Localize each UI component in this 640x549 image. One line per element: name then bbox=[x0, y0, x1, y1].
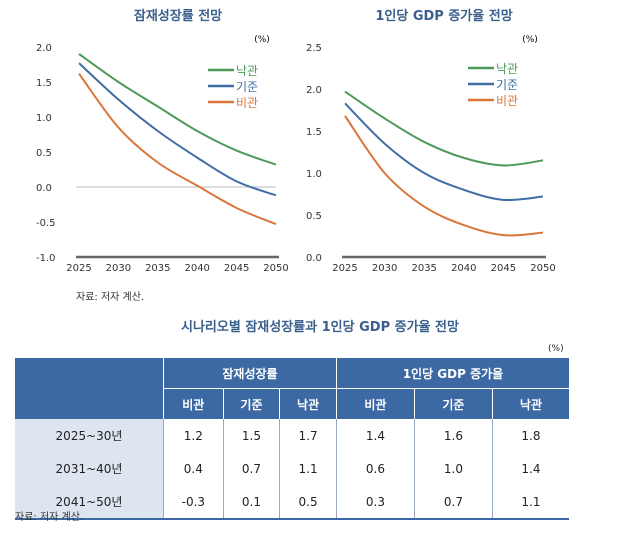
y-tick-label: 2.0 bbox=[36, 43, 52, 54]
scenario-table: 잠재성장률 1인당 GDP 증가율 비관 기준 낙관 비관 기준 낙관 2025~30년 1… bbox=[15, 357, 569, 520]
y-tick-label: 1.0 bbox=[306, 169, 322, 180]
table-cell: 1.7 bbox=[279, 419, 337, 452]
table-unit: (%) bbox=[548, 344, 564, 354]
table-cell: 1.4 bbox=[335, 419, 415, 452]
table-title: 시나리오별 잠재성장률과 1인당 GDP 증가율 전망 bbox=[181, 320, 459, 335]
unit-label: (%) bbox=[254, 35, 270, 45]
chart-source: 자료: 저자 계산. bbox=[76, 292, 145, 303]
table-cell: -0.3 bbox=[163, 485, 224, 520]
table-cell: 1.6 bbox=[413, 419, 493, 452]
series-line-1 bbox=[344, 90, 544, 167]
y-tick-label: 1.5 bbox=[36, 78, 52, 89]
x-tick-label: 2050 bbox=[530, 263, 555, 274]
x-tick-label: 2035 bbox=[411, 263, 436, 274]
x-tick-label: 2050 bbox=[263, 263, 288, 274]
y-tick-label: 0.5 bbox=[306, 211, 322, 222]
table-source: 자료: 저자 계산. bbox=[15, 512, 84, 523]
table-cell: 0.3 bbox=[335, 485, 415, 520]
y-tick-label: 0.0 bbox=[306, 253, 322, 264]
table-cell: 1.0 bbox=[413, 452, 493, 485]
row-label: 2025~30년 bbox=[15, 419, 164, 452]
x-tick-label: 2035 bbox=[145, 263, 170, 274]
series-line-2 bbox=[344, 102, 544, 202]
x-tick-label: 2025 bbox=[66, 263, 91, 274]
y-tick-label: 2.5 bbox=[306, 43, 322, 54]
chart-title: 1인당 GDP 증가율 전망 bbox=[375, 8, 512, 24]
table-cell: 1.4 bbox=[491, 452, 569, 485]
legend-label: 낙관 bbox=[236, 64, 258, 78]
legend-label: 비관 bbox=[236, 96, 258, 110]
sub-header: 기준 bbox=[413, 388, 493, 419]
x-tick-label: 2045 bbox=[224, 263, 249, 274]
x-tick-label: 2025 bbox=[332, 263, 357, 274]
sub-header: 비관 bbox=[163, 388, 224, 419]
table-cell: 0.4 bbox=[163, 452, 224, 485]
series-line-2 bbox=[78, 62, 277, 197]
x-tick-label: 2045 bbox=[491, 263, 516, 274]
x-tick-label: 2030 bbox=[372, 263, 397, 274]
table-row: 2031~40년 0.4 0.7 1.1 0.6 1.0 1.4 bbox=[15, 452, 569, 485]
table-cell: 1.8 bbox=[491, 419, 569, 452]
sub-header: 비관 bbox=[335, 388, 415, 419]
x-tick-label: 2040 bbox=[184, 263, 209, 274]
table-cell: 0.5 bbox=[279, 485, 337, 520]
table-cell: 0.6 bbox=[335, 452, 415, 485]
y-tick-label: 1.5 bbox=[306, 127, 322, 138]
y-tick-label: 2.0 bbox=[306, 85, 322, 96]
series-line-3 bbox=[78, 73, 277, 226]
sub-header: 기준 bbox=[222, 388, 280, 419]
chart-title: 잠재성장률 전망 bbox=[134, 8, 222, 24]
y-tick-label: 0.0 bbox=[36, 183, 52, 194]
y-tick-label: -0.5 bbox=[36, 218, 56, 229]
table-cell: 1.2 bbox=[163, 419, 224, 452]
series-line-3 bbox=[344, 115, 544, 237]
legend-label: 비관 bbox=[496, 94, 518, 108]
group-header: 잠재성장률 bbox=[163, 357, 337, 389]
table-cell: 0.1 bbox=[222, 485, 280, 520]
table-cell: 0.7 bbox=[222, 452, 280, 485]
x-tick-label: 2040 bbox=[451, 263, 476, 274]
sub-header: 낙관 bbox=[491, 388, 569, 419]
table-cell: 0.7 bbox=[413, 485, 493, 520]
table-cell: 1.1 bbox=[279, 452, 337, 485]
table-cell: 1.5 bbox=[222, 419, 280, 452]
series-line-1 bbox=[78, 53, 277, 166]
corner-header bbox=[15, 357, 164, 419]
y-tick-label: 0.5 bbox=[36, 148, 52, 159]
table-row: 2025~30년 1.2 1.5 1.7 1.4 1.6 1.8 bbox=[15, 419, 569, 452]
row-label: 2031~40년 bbox=[15, 452, 164, 485]
x-tick-label: 2030 bbox=[106, 263, 131, 274]
y-tick-label: -1.0 bbox=[36, 253, 56, 264]
unit-label: (%) bbox=[522, 35, 538, 45]
charts: 잠재성장률 전망 (%) 2.0 1.5 1.0 0.5 0.0 -0.5 -1.0 2025 20… bbox=[36, 8, 556, 274]
y-tick-label: 1.0 bbox=[36, 113, 52, 124]
group-header: 1인당 GDP 증가율 bbox=[335, 357, 569, 389]
table-cell: 1.1 bbox=[491, 485, 569, 520]
row-label: 2041~50년 bbox=[15, 485, 164, 520]
legend-label: 기준 bbox=[236, 80, 258, 94]
sub-header: 낙관 bbox=[279, 388, 337, 419]
legend-label: 기준 bbox=[496, 78, 518, 92]
table-row: 2041~50년 -0.3 0.1 0.5 0.3 0.7 1.1 bbox=[15, 485, 569, 520]
legend-label: 낙관 bbox=[496, 62, 518, 76]
